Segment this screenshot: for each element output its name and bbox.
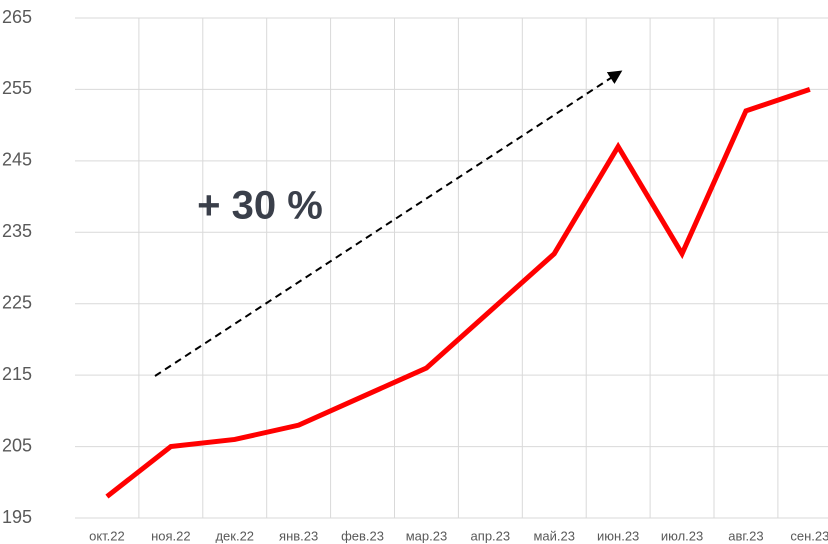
y-tick-label: 235 — [2, 221, 32, 241]
x-tick-label: янв.23 — [279, 528, 318, 543]
y-tick-label: 195 — [2, 507, 32, 527]
annotation: + 30 % — [197, 184, 323, 228]
x-tick-label: фев.23 — [341, 528, 384, 543]
x-tick-label: окт.22 — [89, 528, 125, 543]
y-tick-label: 225 — [2, 292, 32, 312]
line-series — [105, 87, 811, 499]
trend-arrow — [154, 70, 623, 377]
y-tick-label: 245 — [2, 150, 32, 170]
x-tick-label: дек.22 — [215, 528, 254, 543]
y-tick-label: 255 — [2, 78, 32, 98]
x-tick-label: ноя.22 — [151, 528, 191, 543]
x-tick-label: май.23 — [533, 528, 575, 543]
x-tick-label: июл.23 — [661, 528, 703, 543]
y-tick-label: 215 — [2, 364, 32, 384]
x-tick-label: мар.23 — [406, 528, 447, 543]
x-tick-label: апр.23 — [471, 528, 511, 543]
y-tick-label: 205 — [2, 435, 32, 455]
x-tick-label: сен.23 — [790, 528, 828, 543]
x-tick-label: авг.23 — [728, 528, 763, 543]
x-tick-label: июн.23 — [597, 528, 639, 543]
y-tick-label: 265 — [2, 7, 32, 27]
